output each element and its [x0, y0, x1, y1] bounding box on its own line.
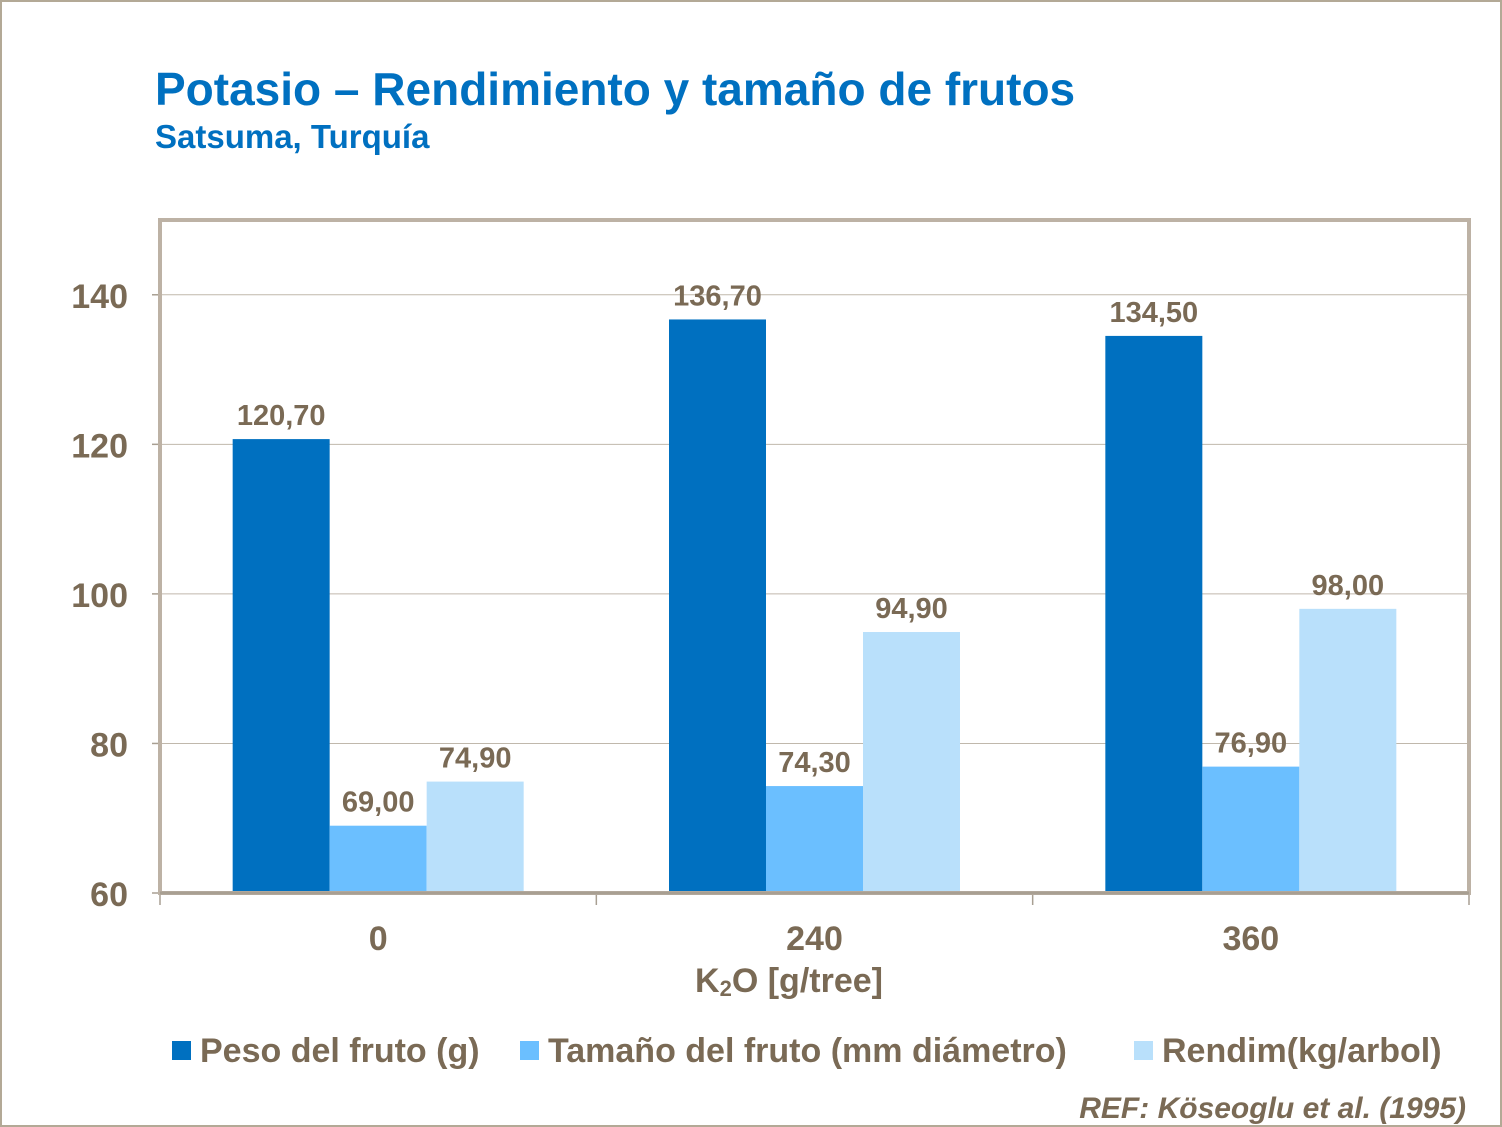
data-label: 69,00	[342, 787, 415, 819]
legend-swatch	[172, 1041, 191, 1060]
x-tick-label: 360	[1222, 920, 1279, 958]
bar	[766, 786, 863, 893]
bar	[232, 439, 330, 893]
data-label: 74,90	[439, 743, 512, 775]
chart-subtitle: Satsuma, Turquía	[155, 118, 430, 155]
y-tick-label: 140	[71, 278, 128, 316]
data-label: 98,00	[1312, 570, 1385, 602]
bar	[863, 632, 960, 893]
data-label: 136,70	[673, 280, 762, 312]
reference-note: REF: Köseoglu et al. (1995)	[1079, 1092, 1466, 1125]
legend-label: Peso del fruto (g)	[200, 1032, 480, 1070]
data-label: 134,50	[1109, 297, 1198, 329]
y-tick-label: 60	[90, 876, 128, 914]
x-axis-label: K2O [g/tree]	[695, 962, 883, 1001]
legend-label: Tamaño del fruto (mm diámetro)	[548, 1032, 1067, 1070]
y-tick-label: 120	[71, 427, 128, 465]
data-label: 76,90	[1215, 728, 1288, 760]
y-tick-label: 80	[90, 726, 128, 764]
bar	[1202, 766, 1300, 893]
legend-swatch	[520, 1041, 539, 1060]
bar	[426, 781, 524, 893]
data-label: 120,70	[237, 400, 326, 432]
bar	[1299, 608, 1397, 893]
legend-label: Rendim(kg/arbol)	[1162, 1032, 1442, 1070]
x-tick-label: 240	[786, 920, 843, 958]
y-tick-label: 100	[71, 577, 128, 615]
data-label: 74,30	[778, 747, 851, 779]
legend-swatch	[1134, 1041, 1153, 1060]
chart-title: Potasio – Rendimiento y tamaño de frutos	[155, 63, 1076, 115]
bar	[1105, 335, 1203, 894]
x-tick-label: 0	[369, 920, 388, 958]
bar	[669, 319, 766, 893]
data-label: 94,90	[875, 593, 948, 625]
bar	[329, 825, 427, 893]
